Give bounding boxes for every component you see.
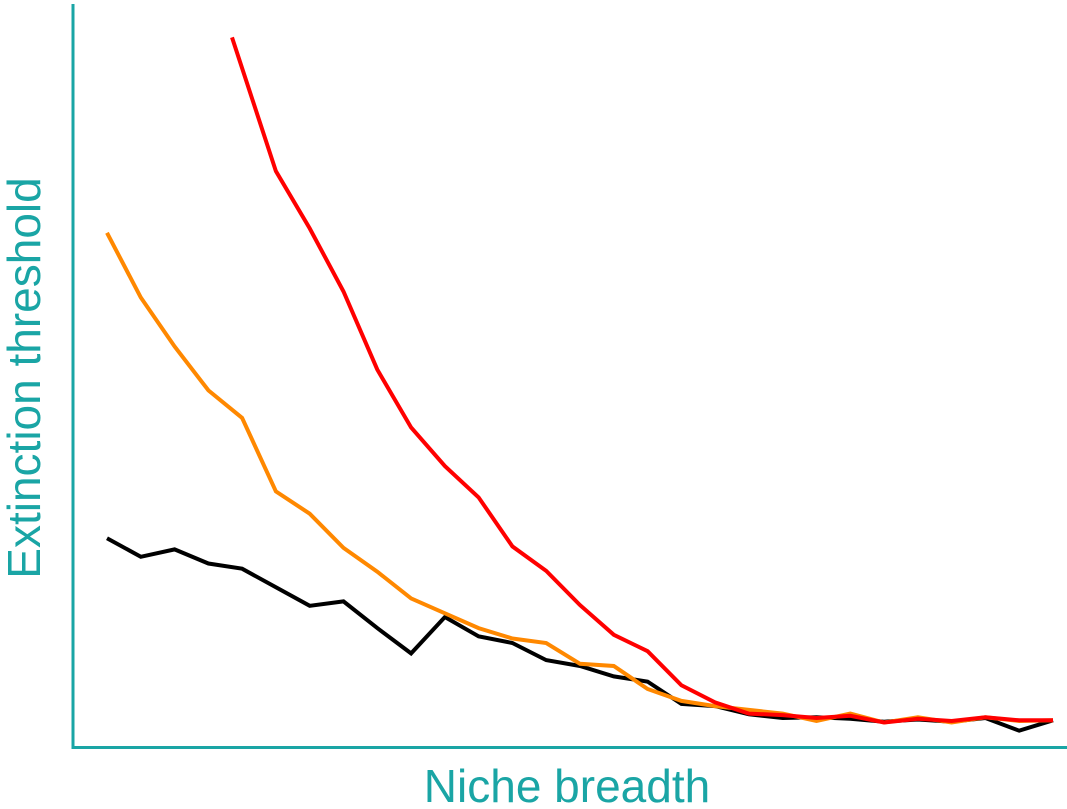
series-red-line — [230, 36, 1053, 725]
series-orange-line — [105, 231, 1054, 725]
x-axis-title: Niche breadth — [424, 760, 710, 809]
y-axis-title: Extinction threshold — [0, 177, 50, 578]
series-layer — [105, 36, 1054, 733]
series-black-line — [106, 536, 1054, 733]
